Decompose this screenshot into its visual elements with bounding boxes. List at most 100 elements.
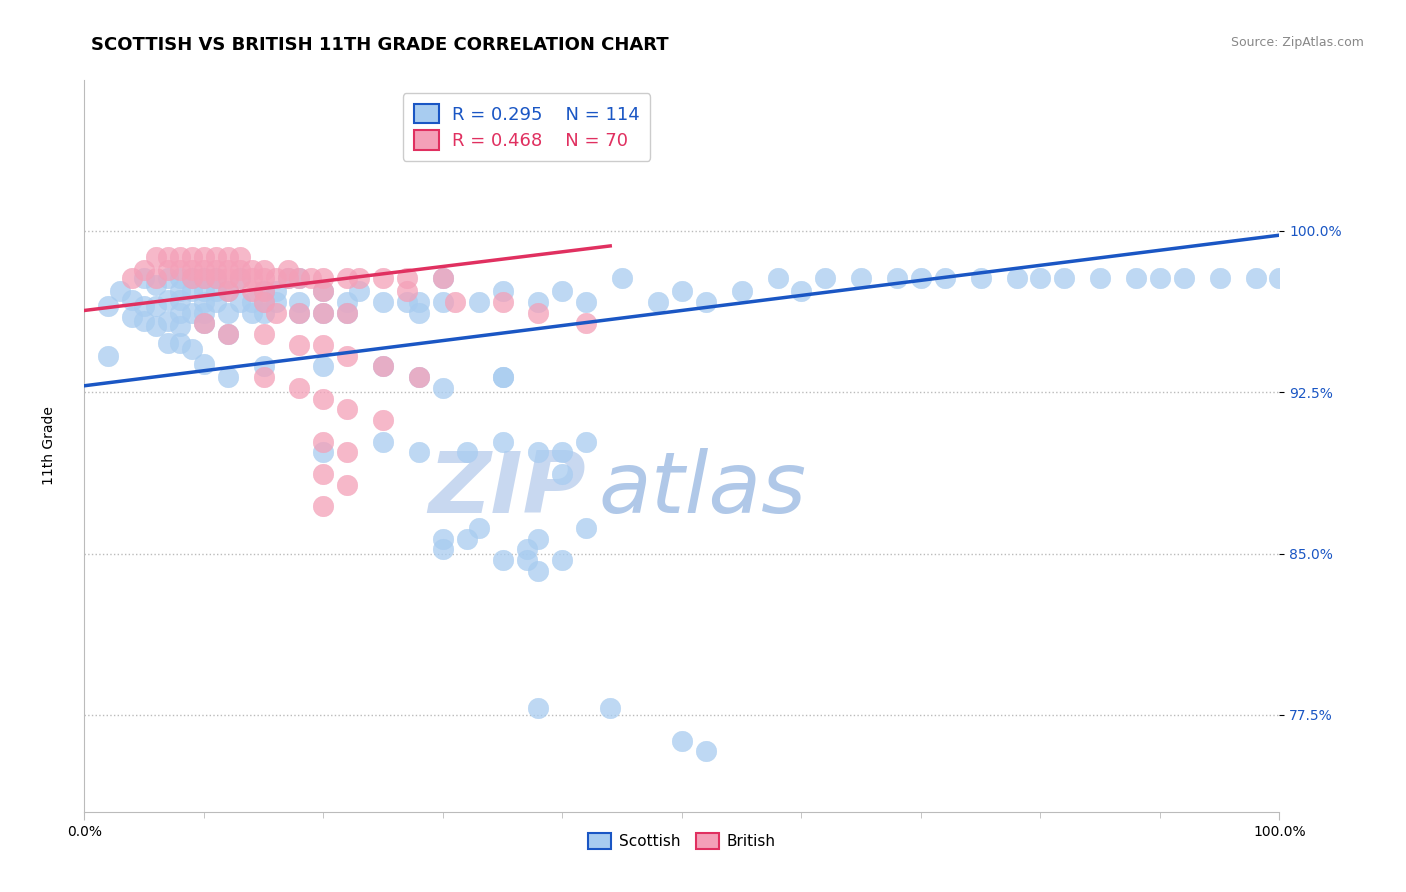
- Point: [312, 271, 335, 285]
- Point: [312, 359, 335, 374]
- Point: [145, 277, 167, 292]
- Point: [695, 744, 717, 758]
- Point: [193, 305, 215, 319]
- Point: [169, 250, 191, 264]
- Point: [492, 434, 515, 449]
- Point: [240, 271, 263, 285]
- Point: [886, 271, 908, 285]
- Point: [349, 271, 371, 285]
- Point: [132, 299, 156, 313]
- Point: [193, 317, 215, 331]
- Point: [408, 294, 430, 309]
- Point: [145, 318, 167, 333]
- Point: [240, 262, 263, 277]
- Legend: Scottish, British: Scottish, British: [582, 826, 782, 855]
- Point: [468, 294, 491, 309]
- Point: [288, 381, 311, 395]
- Point: [229, 250, 252, 264]
- Point: [157, 335, 180, 350]
- Point: [492, 284, 515, 298]
- Text: SCOTTISH VS BRITISH 11TH GRADE CORRELATION CHART: SCOTTISH VS BRITISH 11TH GRADE CORRELATI…: [91, 36, 669, 54]
- Point: [193, 284, 215, 298]
- Point: [910, 271, 932, 285]
- Point: [240, 294, 263, 309]
- Point: [1244, 271, 1267, 285]
- Point: [193, 271, 215, 285]
- Point: [551, 553, 574, 567]
- Point: [169, 271, 191, 285]
- Point: [288, 305, 311, 319]
- Point: [288, 338, 311, 352]
- Point: [229, 262, 252, 277]
- Point: [766, 271, 789, 285]
- Point: [373, 271, 395, 285]
- Point: [671, 284, 693, 298]
- Point: [1090, 271, 1112, 285]
- Point: [229, 271, 252, 285]
- Point: [253, 370, 276, 384]
- Point: [217, 271, 239, 285]
- Point: [349, 284, 371, 298]
- Point: [277, 262, 299, 277]
- Point: [396, 294, 419, 309]
- Text: 11th Grade: 11th Grade: [42, 407, 55, 485]
- Point: [288, 294, 311, 309]
- Point: [157, 262, 180, 277]
- Point: [647, 294, 669, 309]
- Point: [312, 338, 335, 352]
- Point: [145, 271, 167, 285]
- Point: [193, 262, 215, 277]
- Point: [373, 413, 395, 427]
- Point: [1125, 271, 1147, 285]
- Point: [193, 317, 215, 331]
- Point: [264, 271, 287, 285]
- Point: [408, 370, 430, 384]
- Point: [970, 271, 993, 285]
- Point: [790, 284, 813, 298]
- Point: [814, 271, 837, 285]
- Point: [373, 359, 395, 374]
- Point: [253, 359, 276, 374]
- Point: [288, 305, 311, 319]
- Point: [169, 293, 191, 307]
- Point: [312, 284, 335, 298]
- Point: [527, 445, 550, 459]
- Point: [264, 294, 287, 309]
- Point: [169, 335, 191, 350]
- Point: [336, 305, 359, 319]
- Point: [181, 271, 204, 285]
- Text: ZIP: ZIP: [429, 449, 586, 532]
- Point: [527, 294, 550, 309]
- Point: [432, 381, 454, 395]
- Point: [229, 271, 252, 285]
- Point: [277, 271, 299, 285]
- Point: [527, 305, 550, 319]
- Point: [312, 305, 335, 319]
- Point: [336, 305, 359, 319]
- Point: [312, 284, 335, 298]
- Point: [145, 299, 167, 313]
- Point: [336, 445, 359, 459]
- Point: [157, 314, 180, 328]
- Point: [1209, 271, 1232, 285]
- Point: [193, 250, 215, 264]
- Point: [205, 271, 228, 285]
- Point: [312, 445, 335, 459]
- Point: [217, 327, 239, 342]
- Point: [336, 294, 359, 309]
- Point: [181, 262, 204, 277]
- Point: [253, 294, 276, 309]
- Point: [193, 294, 215, 309]
- Point: [132, 262, 156, 277]
- Point: [612, 271, 634, 285]
- Point: [312, 305, 335, 319]
- Point: [492, 370, 515, 384]
- Point: [217, 284, 239, 298]
- Point: [253, 305, 276, 319]
- Point: [336, 349, 359, 363]
- Point: [110, 284, 132, 298]
- Point: [205, 294, 228, 309]
- Point: [264, 284, 287, 298]
- Point: [288, 271, 311, 285]
- Point: [181, 250, 204, 264]
